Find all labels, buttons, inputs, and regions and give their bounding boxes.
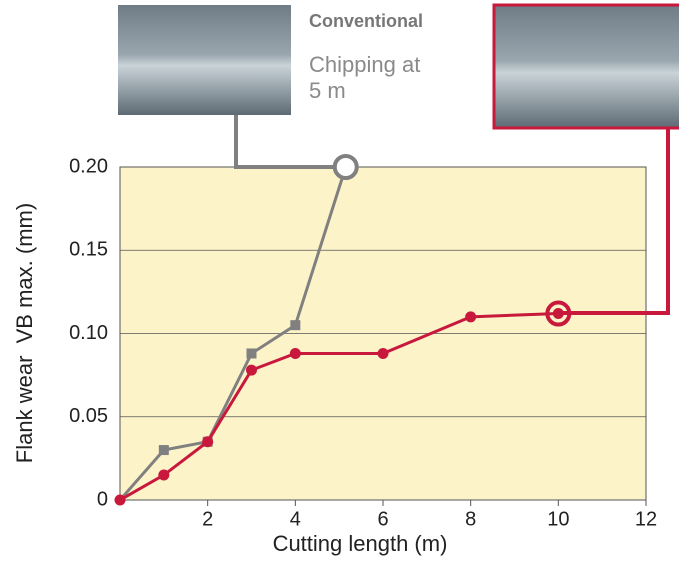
marker [378, 348, 389, 359]
y-axis-label: Flank wear VB max. (mm) [12, 203, 37, 463]
marker [247, 348, 257, 358]
x-tick-label: 4 [290, 508, 301, 530]
photo-new [494, 5, 679, 128]
x-tick-label: 12 [635, 508, 657, 530]
connector [236, 115, 346, 167]
end-ring [335, 156, 357, 178]
x-tick-label: 10 [547, 508, 569, 530]
marker [553, 308, 564, 319]
x-tick-label: 6 [377, 508, 388, 530]
x-tick-label: 2 [202, 508, 213, 530]
photo-conventional [118, 5, 291, 115]
marker [202, 436, 213, 447]
x-tick-label: 8 [465, 508, 476, 530]
y-tick-label: 0.15 [69, 239, 108, 261]
page: Cutting length (m) Flank wear VB max. (m… [0, 0, 679, 576]
y-tick-label: 0.20 [69, 155, 108, 177]
y-tick-label: 0.05 [69, 405, 108, 427]
annotation: Chipping at 5 m [309, 52, 424, 104]
marker [465, 311, 476, 322]
marker [290, 348, 301, 359]
y-tick-label: 0.10 [69, 322, 108, 344]
marker [290, 320, 300, 330]
y-tick-label: 0 [97, 488, 108, 510]
marker [115, 495, 126, 506]
legend-label: Conventional [309, 11, 423, 31]
x-axis-label: Cutting length (m) [273, 531, 448, 556]
marker [158, 470, 169, 481]
marker [159, 445, 169, 455]
marker [246, 365, 257, 376]
